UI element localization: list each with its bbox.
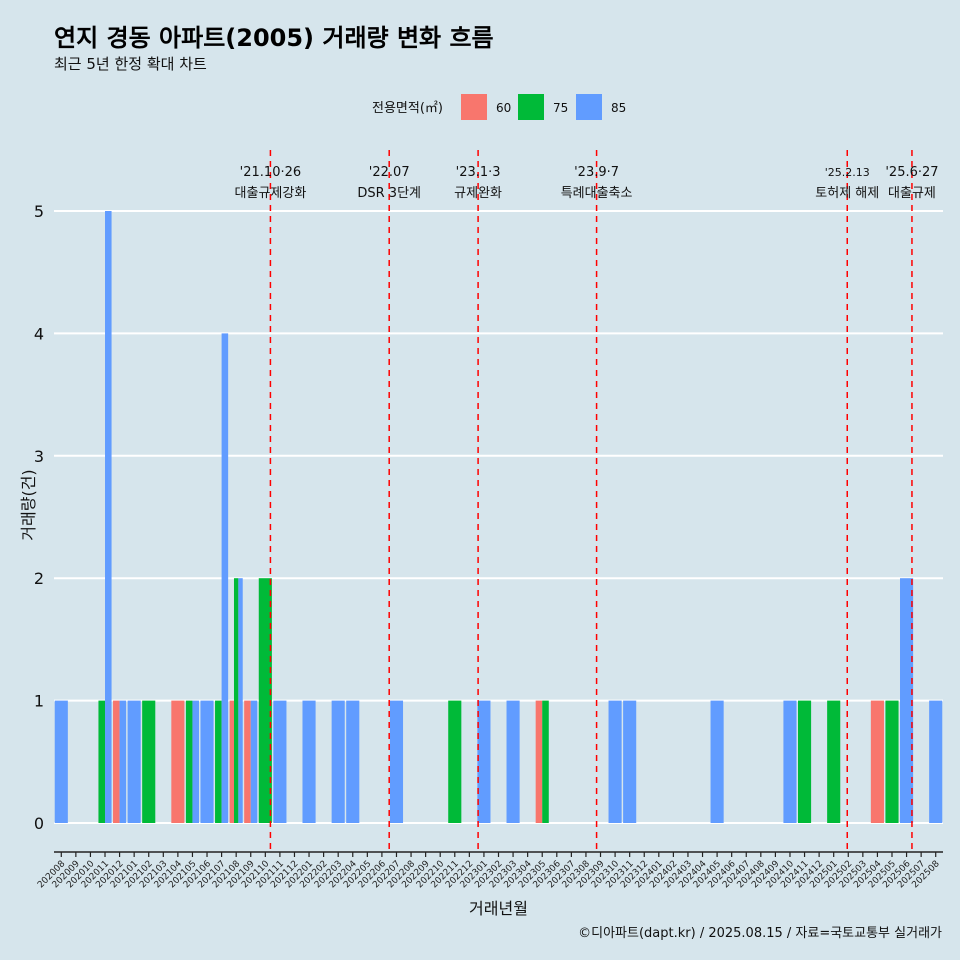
bar-75-202305 (542, 700, 549, 823)
bar-75-202501 (827, 700, 841, 823)
y-tick-label: 0 (34, 814, 44, 833)
bar-85-202303 (506, 700, 520, 823)
event-date-label: '25.6·27 (885, 165, 938, 180)
bar-75-202107 (215, 700, 222, 823)
event-date-label: '23.1·3 (456, 165, 501, 180)
bar-85-202311 (623, 700, 637, 823)
event-name-label: DSR 3단계 (357, 186, 421, 201)
legend-label-85: 85 (611, 101, 626, 115)
bar-85-202105 (192, 700, 200, 823)
bar-85-202008 (54, 700, 68, 823)
bar-85-202301 (477, 700, 491, 823)
bar-85-202106 (200, 700, 214, 823)
bar-85-202508 (929, 700, 943, 823)
legend-title: 전용면적(㎡) (372, 101, 443, 116)
event-name-label: 토허제 해제 (815, 186, 879, 201)
x-axis-title: 거래년월 (469, 899, 528, 918)
bar-60-202305 (535, 700, 543, 823)
bar-85-202310 (608, 700, 622, 823)
event-date-label: '21.10·26 (240, 165, 301, 180)
bar-75-202102 (142, 700, 156, 823)
bar-85-202201 (302, 700, 316, 823)
bar-75-202505 (885, 700, 899, 823)
event-date-label: '23.9·7 (574, 165, 619, 180)
bar-75-202011 (98, 700, 106, 823)
bar-75-202211 (448, 700, 462, 823)
legend-swatch-75 (518, 94, 544, 120)
y-tick-label: 3 (34, 447, 44, 466)
legend-swatch-85 (576, 94, 602, 120)
legend-label-60: 60 (496, 101, 511, 115)
bar-85-202204 (346, 700, 360, 823)
legend-label-75: 75 (553, 101, 568, 115)
event-name-label: 규제완화 (454, 186, 502, 201)
bar-75-202108 (233, 578, 239, 823)
bar-85-202405 (710, 700, 724, 823)
y-tick-label: 2 (34, 569, 44, 588)
bar-85-202203 (331, 700, 345, 823)
chart-subtitle: 최근 5년 한정 확대 차트 (54, 55, 207, 73)
y-axis-title: 거래량(건) (19, 469, 38, 540)
bar-85-202107 (221, 333, 229, 823)
bar-60-202012 (113, 700, 120, 823)
chart-caption: ©디아파트(dapt.kr) / 2025.08.15 / 자료=국토교통부 실… (578, 926, 942, 941)
bar-60-202104 (171, 700, 185, 823)
event-date-label: '22.07 (369, 165, 410, 180)
y-tick-label: 1 (34, 692, 44, 711)
bar-85-202012 (119, 700, 127, 823)
event-date-label: '25.2.13 (825, 166, 870, 179)
y-tick-label: 4 (34, 324, 44, 343)
bar-85-202101 (127, 700, 141, 823)
bar-85-202108 (238, 578, 243, 823)
bar-75-202105 (185, 700, 193, 823)
bar-85-202109 (250, 700, 258, 823)
bar-75-202110 (258, 578, 272, 823)
bar-60-202504 (870, 700, 884, 823)
bar-85-202506 (900, 578, 914, 823)
event-name-label: 특례대출축소 (561, 186, 633, 201)
event-name-label: 대출규제강화 (235, 186, 307, 201)
bar-60-202108 (229, 700, 234, 823)
bar-85-202011 (105, 211, 112, 823)
event-name-label: 대출규제 (888, 186, 936, 201)
legend-swatch-60 (461, 94, 487, 120)
bar-85-202410 (783, 700, 797, 823)
chart-title: 연지 경동 아파트(2005) 거래량 변화 흐름 (54, 24, 494, 52)
y-tick-label: 5 (34, 202, 44, 221)
bar-85-202111 (273, 700, 287, 823)
bar-60-202109 (244, 700, 251, 823)
bar-85-202207 (389, 700, 404, 823)
bar-75-202411 (797, 700, 812, 823)
